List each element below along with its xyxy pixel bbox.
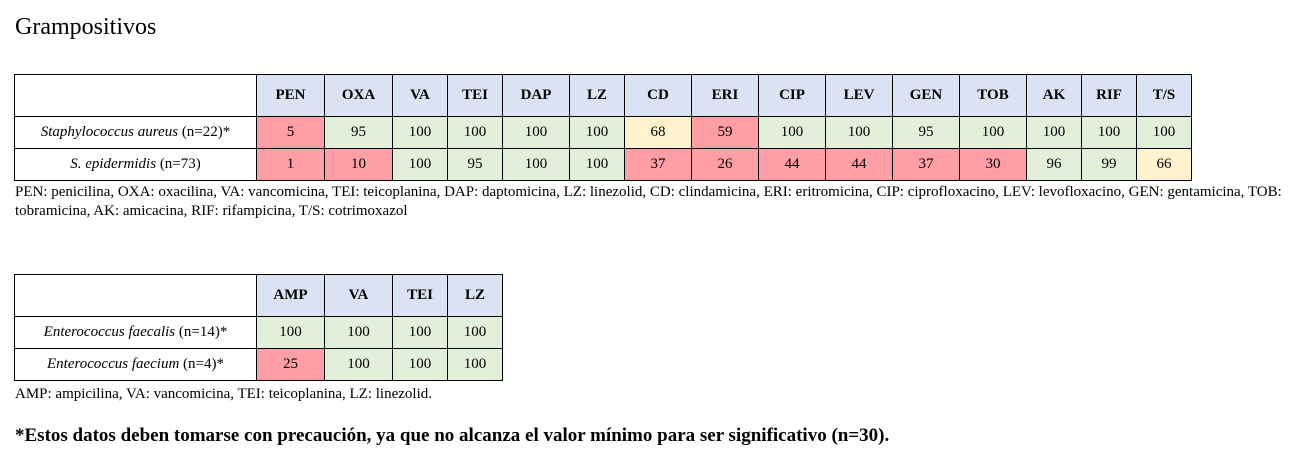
table-row: Enterococcus faecium (n=4)* 25 100 100 100 [14, 348, 503, 381]
susceptibility-value: 100 [447, 316, 503, 349]
table-row: Staphylococcus aureus (n=22)* 5 95 100 100 10… [14, 116, 1192, 149]
column-header: RIF [1081, 74, 1137, 117]
staphylococcus-susceptibility-table: PEN OXA VA TEI DAP LZ CD ERI CIP LEV GEN TOB AK RIF T/… [14, 74, 1192, 181]
sample-count: (n=22)* [178, 124, 231, 140]
header-blank-cell [14, 274, 257, 317]
column-header: TEI [447, 74, 503, 117]
susceptibility-value: 100 [959, 116, 1027, 149]
column-header: CIP [758, 74, 826, 117]
susceptibility-value: 100 [392, 316, 448, 349]
susceptibility-value: 100 [324, 316, 393, 349]
susceptibility-value: 30 [959, 148, 1027, 181]
susceptibility-value: 100 [447, 348, 503, 381]
susceptibility-value: 100 [502, 148, 570, 181]
column-header: VA [324, 274, 393, 317]
susceptibility-value: 66 [1136, 148, 1192, 181]
susceptibility-value: 59 [691, 116, 759, 149]
caution-note: *Estos datos deben tomarse con precaució… [15, 425, 890, 446]
susceptibility-value: 100 [392, 148, 448, 181]
column-header: LEV [825, 74, 893, 117]
page-title: Grampositivos [15, 14, 157, 40]
susceptibility-value: 100 [447, 116, 503, 149]
susceptibility-value: 1 [256, 148, 325, 181]
column-header: TEI [392, 274, 448, 317]
susceptibility-value: 96 [1026, 148, 1082, 181]
header-row: PEN OXA VA TEI DAP LZ CD ERI CIP LEV GEN TOB AK RIF T/… [14, 74, 1192, 117]
column-header: AK [1026, 74, 1082, 117]
susceptibility-value: 95 [892, 116, 960, 149]
susceptibility-value: 68 [624, 116, 692, 149]
column-header: OXA [324, 74, 393, 117]
susceptibility-value: 100 [324, 348, 393, 381]
species-name: S. epidermidis [70, 156, 157, 172]
header-blank-cell [14, 74, 257, 117]
susceptibility-value: 100 [502, 116, 570, 149]
table2-legend: AMP: ampicilina, VA: vancomicina, TEI: t… [15, 386, 432, 402]
susceptibility-value: 37 [892, 148, 960, 181]
table-row: S. epidermidis (n=73) 1 10 100 95 100 100 37 26 4… [14, 148, 1192, 181]
susceptibility-value: 100 [1136, 116, 1192, 149]
species-name: Enterococcus faecalis [43, 324, 176, 340]
column-header: VA [392, 74, 448, 117]
susceptibility-value: 44 [758, 148, 826, 181]
sample-count: (n=73) [156, 156, 201, 172]
column-header: ERI [691, 74, 759, 117]
organism-cell: Enterococcus faecium (n=4)* [14, 348, 257, 381]
column-header: TOB [959, 74, 1027, 117]
column-header: T/S [1136, 74, 1192, 117]
susceptibility-value: 95 [324, 116, 393, 149]
column-header: PEN [256, 74, 325, 117]
column-header: LZ [447, 274, 503, 317]
organism-cell: S. epidermidis (n=73) [14, 148, 257, 181]
column-header: GEN [892, 74, 960, 117]
susceptibility-value: 44 [825, 148, 893, 181]
sample-count: (n=14)* [175, 324, 228, 340]
species-name: Staphylococcus aureus [40, 124, 179, 140]
susceptibility-value: 95 [447, 148, 503, 181]
susceptibility-value: 100 [758, 116, 826, 149]
column-header: AMP [256, 274, 325, 317]
susceptibility-value: 100 [1081, 116, 1137, 149]
table-row: Enterococcus faecalis (n=14)* 100 100 100 10… [14, 316, 503, 349]
header-row: AMP VA TEI LZ [14, 274, 503, 317]
susceptibility-value: 25 [256, 348, 325, 381]
susceptibility-value: 100 [392, 116, 448, 149]
susceptibility-value: 37 [624, 148, 692, 181]
susceptibility-value: 26 [691, 148, 759, 181]
species-name: Enterococcus faecium [46, 356, 180, 372]
susceptibility-value: 100 [1026, 116, 1082, 149]
susceptibility-value: 5 [256, 116, 325, 149]
organism-cell: Staphylococcus aureus (n=22)* [14, 116, 257, 149]
susceptibility-value: 100 [569, 148, 625, 181]
susceptibility-value: 100 [825, 116, 893, 149]
column-header: LZ [569, 74, 625, 117]
column-header: CD [624, 74, 692, 117]
column-header: DAP [502, 74, 570, 117]
susceptibility-value: 100 [392, 348, 448, 381]
sample-count: (n=4)* [179, 356, 224, 372]
susceptibility-value: 100 [569, 116, 625, 149]
organism-cell: Enterococcus faecalis (n=14)* [14, 316, 257, 349]
susceptibility-value: 100 [256, 316, 325, 349]
susceptibility-value: 99 [1081, 148, 1137, 181]
susceptibility-value: 10 [324, 148, 393, 181]
table1-legend: PEN: penicilina, OXA: oxacilina, VA: van… [15, 184, 1282, 219]
enterococcus-susceptibility-table: AMP VA TEI LZ Enterococcus faecalis (n=14)* 1… [14, 274, 503, 381]
